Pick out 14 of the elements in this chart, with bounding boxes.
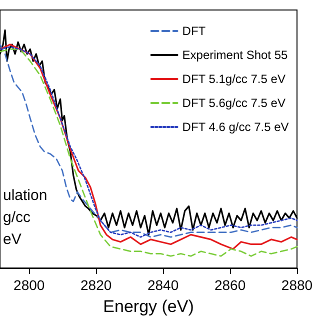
annotation: g/cc xyxy=(3,209,32,226)
legend-label: Experiment Shot 55 xyxy=(182,48,288,62)
x-tick-label: 2800 xyxy=(14,277,45,293)
x-axis-title: Energy (eV) xyxy=(103,297,194,316)
x-tick-label: 2880 xyxy=(281,277,313,293)
legend-label: DFT 4.6 g/cc 7.5 eV xyxy=(182,120,289,134)
legend-label: DFT 5.6g/cc 7.5 eV xyxy=(182,96,286,110)
legend-label: DFT 5.1g/cc 7.5 eV xyxy=(182,72,286,86)
annotation: eV xyxy=(3,231,22,248)
x-tick-label: 2840 xyxy=(147,277,179,293)
x-tick-label: 2860 xyxy=(214,277,246,293)
annotation: ulation xyxy=(3,187,48,204)
x-tick-label: 2820 xyxy=(80,277,112,293)
legend-label: DFT xyxy=(182,24,206,38)
